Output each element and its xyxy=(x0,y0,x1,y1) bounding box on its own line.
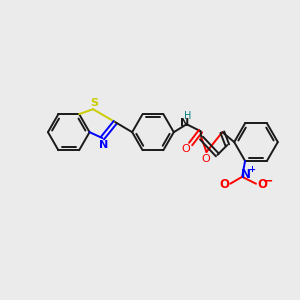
Text: O: O xyxy=(201,154,210,164)
Text: S: S xyxy=(90,98,98,108)
Text: N: N xyxy=(241,168,251,181)
Text: N: N xyxy=(99,140,108,150)
Text: −: − xyxy=(262,174,273,187)
Text: +: + xyxy=(248,165,256,174)
Text: N: N xyxy=(180,118,189,128)
Text: O: O xyxy=(257,178,267,191)
Text: O: O xyxy=(219,178,229,191)
Text: O: O xyxy=(181,144,190,154)
Text: H: H xyxy=(184,111,191,121)
